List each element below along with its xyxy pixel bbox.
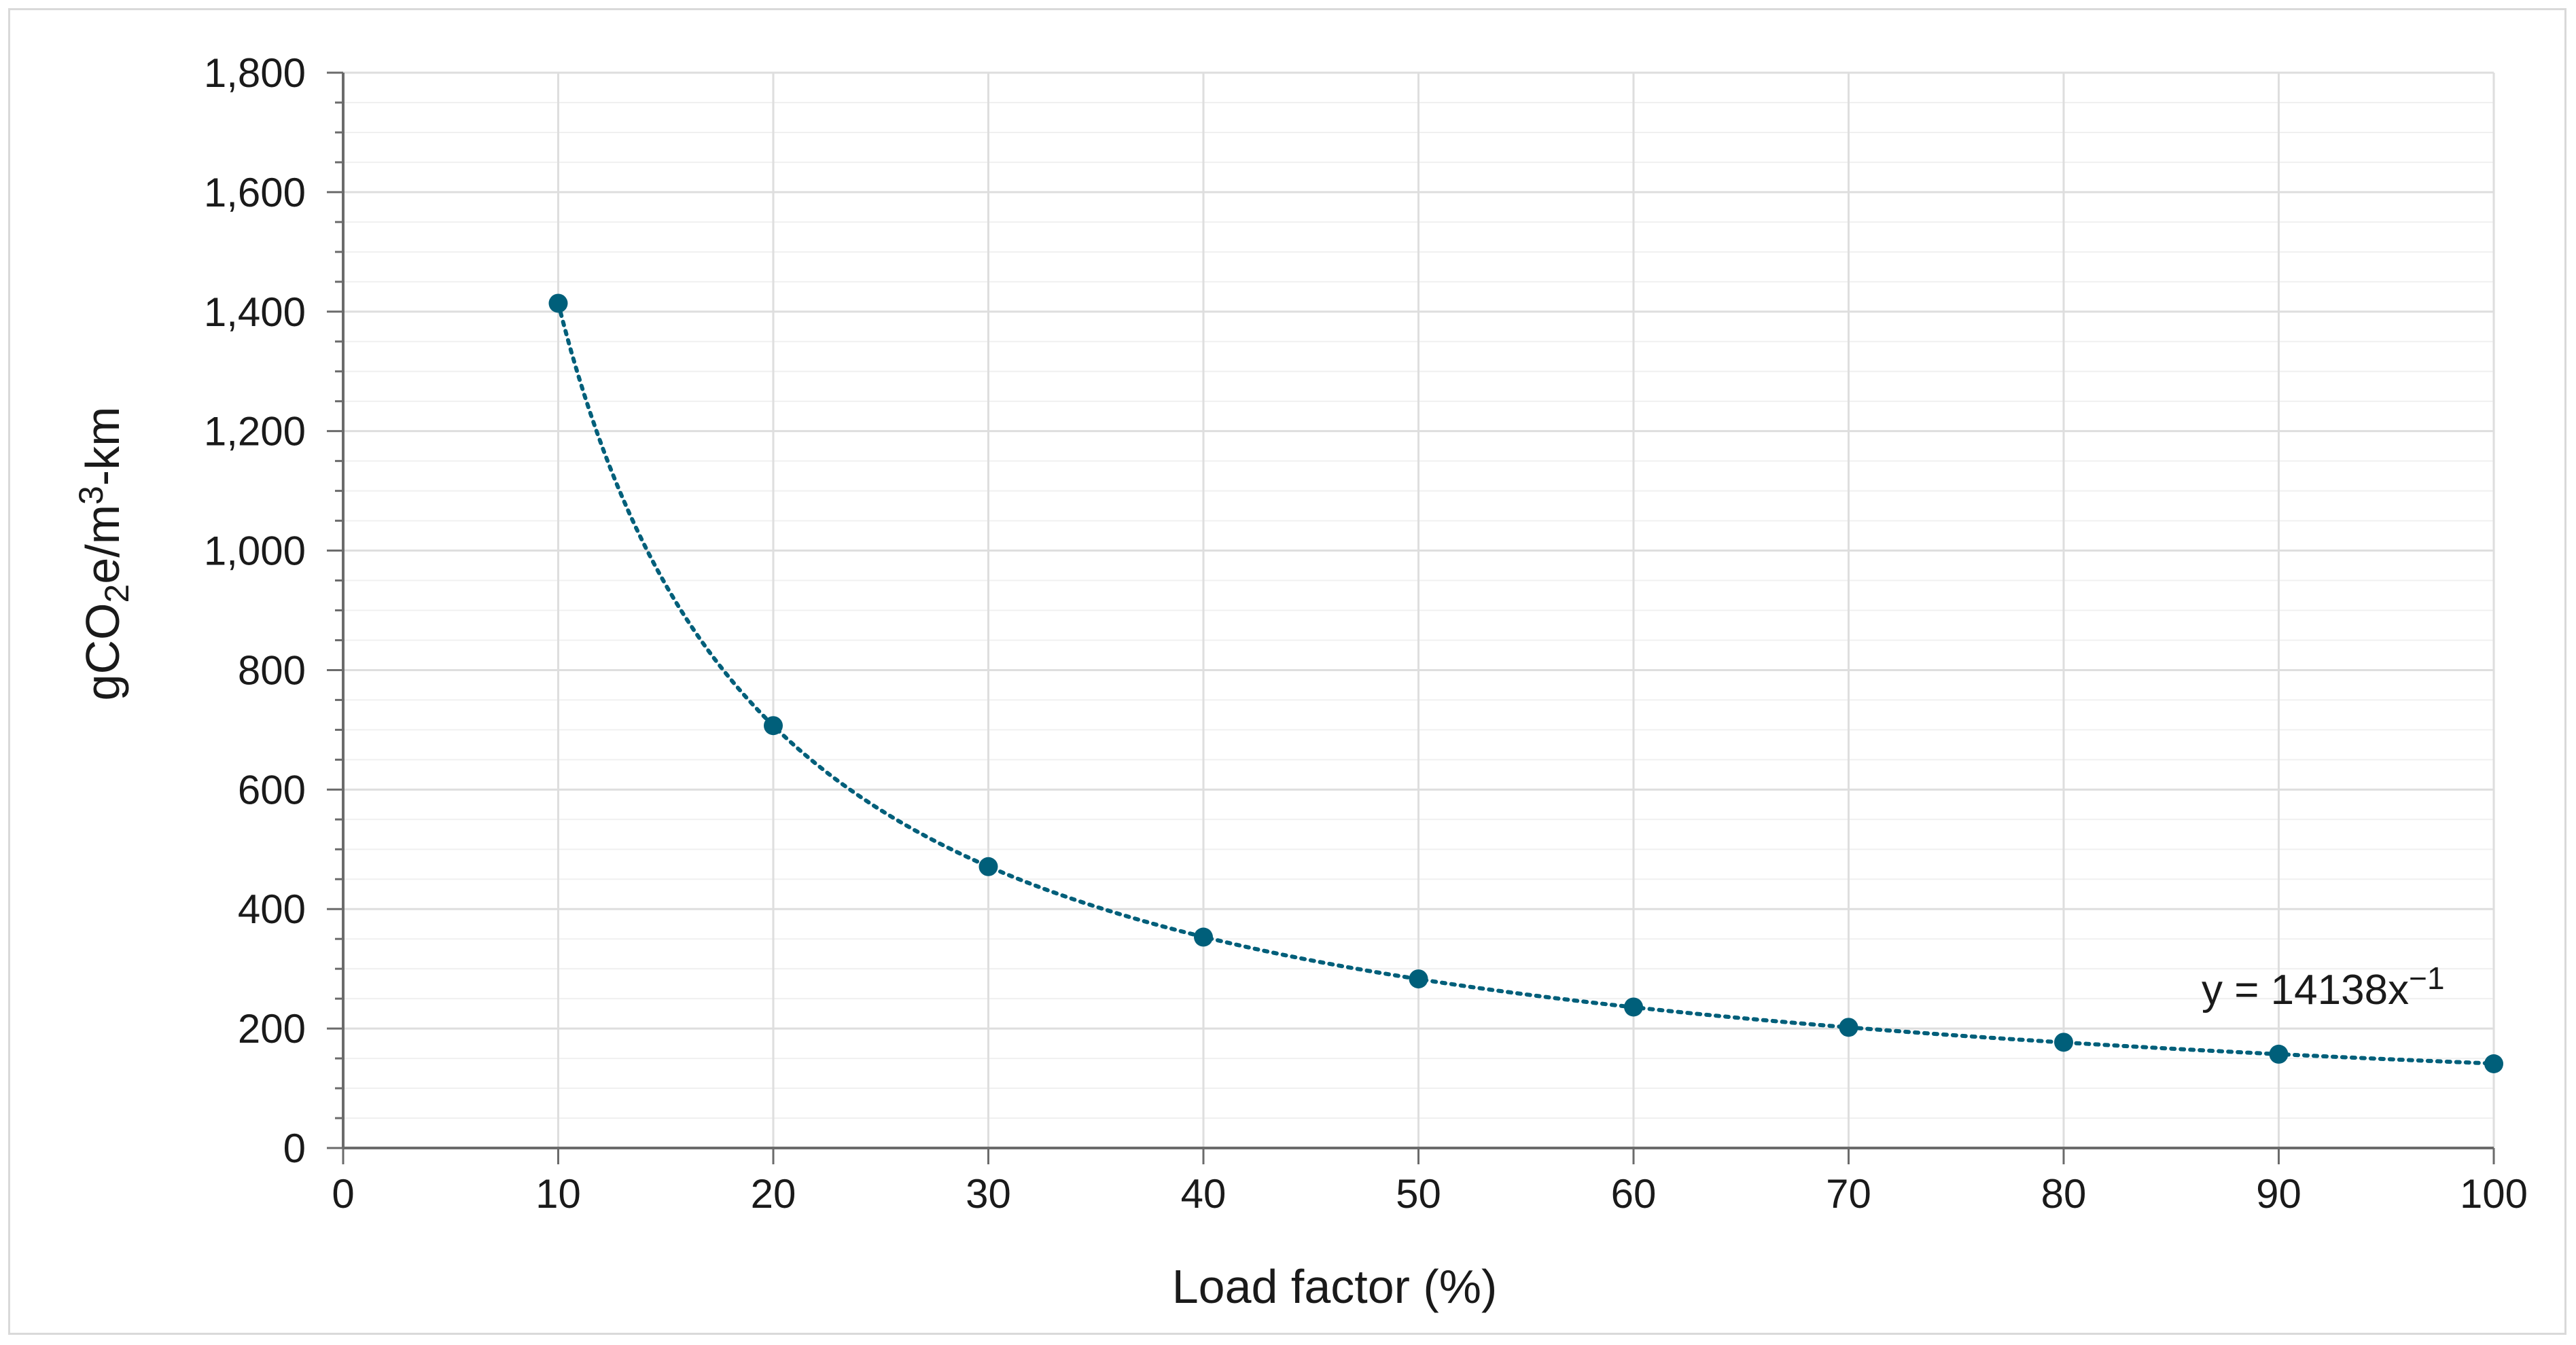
x-tick-label: 60 bbox=[1611, 1171, 1657, 1217]
y-tick-label: 0 bbox=[283, 1126, 306, 1171]
data-point bbox=[1624, 997, 1643, 1017]
y-axis-title: gCO2e/m3-km bbox=[72, 407, 136, 701]
x-tick-label: 50 bbox=[1396, 1171, 1441, 1217]
y-tick-label: 400 bbox=[238, 886, 306, 932]
x-tick-label: 0 bbox=[332, 1171, 354, 1217]
x-tick-label: 70 bbox=[1826, 1171, 1871, 1217]
data-point bbox=[1409, 969, 1428, 989]
y-tick-label: 800 bbox=[238, 647, 306, 693]
y-tick-label: 1,800 bbox=[204, 50, 306, 96]
trendline bbox=[556, 301, 2496, 1066]
data-point bbox=[978, 857, 998, 876]
x-tick-label: 40 bbox=[1181, 1171, 1227, 1217]
data-point bbox=[764, 716, 783, 736]
y-tick-label: 1,600 bbox=[204, 170, 306, 215]
data-points bbox=[548, 293, 2503, 1073]
x-tick-label: 90 bbox=[2256, 1171, 2301, 1217]
y-tick-label: 200 bbox=[238, 1006, 306, 1052]
data-point bbox=[1194, 927, 1213, 947]
y-axis-title-subscript: 2 bbox=[98, 584, 136, 603]
major-gridlines bbox=[343, 71, 2495, 1149]
y-tick-label: 600 bbox=[238, 767, 306, 812]
x-tick-label: 100 bbox=[2460, 1171, 2528, 1217]
data-point bbox=[2054, 1033, 2073, 1052]
tick-labels: 0 200 400 600 800 1,000 1,200 1,400 1,600 1,800 0 1… bbox=[204, 50, 2528, 1217]
y-axis-title-end: -km bbox=[76, 407, 129, 486]
axes bbox=[327, 71, 2495, 1164]
data-point bbox=[548, 293, 568, 313]
data-point bbox=[1839, 1018, 1858, 1037]
trendline-equation-base: y = 14138x bbox=[2202, 967, 2409, 1014]
y-tick-label: 1,000 bbox=[204, 528, 306, 574]
y-axis-title-base: gCO bbox=[76, 603, 129, 701]
data-point bbox=[2484, 1054, 2503, 1073]
y-axis-title-mid: e/m bbox=[76, 505, 129, 584]
x-axis-title: Load factor (%) bbox=[1172, 1260, 1498, 1313]
trendline-equation-exponent: −1 bbox=[2409, 961, 2444, 996]
x-tick-label: 20 bbox=[751, 1171, 796, 1217]
x-tick-label: 80 bbox=[2041, 1171, 2087, 1217]
chart-frame bbox=[8, 8, 2566, 1335]
data-point bbox=[2269, 1044, 2289, 1064]
x-tick-label: 10 bbox=[535, 1171, 581, 1217]
y-tick-label: 1,200 bbox=[204, 409, 306, 454]
y-tick-label: 1,400 bbox=[204, 289, 306, 335]
y-axis-title-superscript: 3 bbox=[72, 486, 110, 505]
trendline-group bbox=[556, 301, 2496, 1066]
trendline-equation: y = 14138x−1 bbox=[2202, 961, 2445, 1014]
x-tick-label: 30 bbox=[966, 1171, 1011, 1217]
